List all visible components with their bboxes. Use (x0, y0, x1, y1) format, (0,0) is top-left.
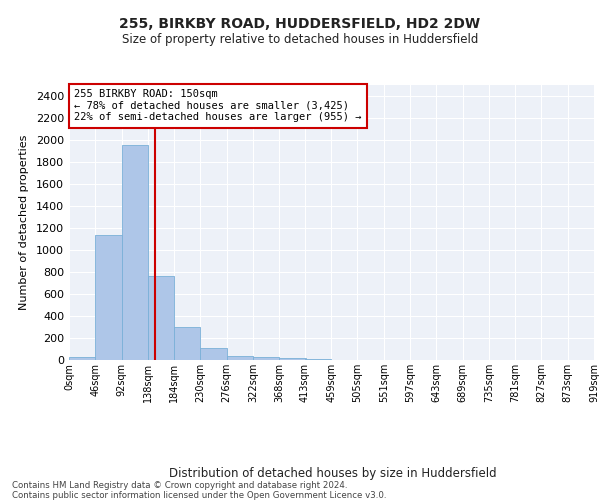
Text: Contains HM Land Registry data © Crown copyright and database right 2024.: Contains HM Land Registry data © Crown c… (12, 481, 347, 490)
Bar (200, 348, 227, 360)
Text: 255, BIRKBY ROAD, HUDDERSFIELD, HD2 2DW: 255, BIRKBY ROAD, HUDDERSFIELD, HD2 2DW (119, 18, 481, 32)
Y-axis label: Number of detached properties: Number of detached properties (19, 135, 29, 310)
Bar (253, 356, 279, 360)
Bar (174, 327, 200, 360)
Bar (148, 276, 174, 360)
Bar (95, 234, 122, 360)
Bar (69, 356, 95, 360)
Bar (122, 146, 148, 360)
Text: Size of property relative to detached houses in Huddersfield: Size of property relative to detached ho… (122, 32, 478, 46)
Text: Contains public sector information licensed under the Open Government Licence v3: Contains public sector information licen… (12, 491, 386, 500)
Bar (227, 356, 253, 360)
Text: Distribution of detached houses by size in Huddersfield: Distribution of detached houses by size … (169, 468, 497, 480)
Bar (305, 359, 331, 360)
Bar (279, 358, 305, 360)
Text: 255 BIRKBY ROAD: 150sqm
← 78% of detached houses are smaller (3,425)
22% of semi: 255 BIRKBY ROAD: 150sqm ← 78% of detache… (74, 89, 362, 122)
